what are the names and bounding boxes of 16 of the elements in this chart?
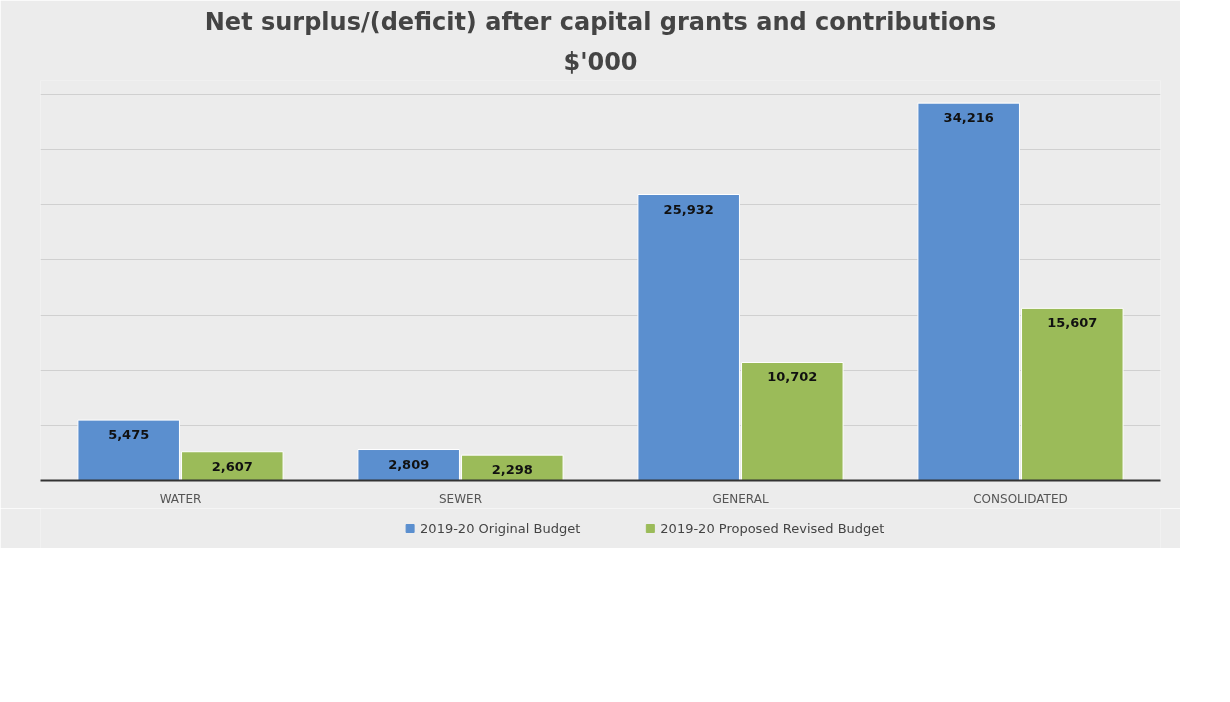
data-label: 2,809	[388, 456, 430, 472]
data-label: 34,216	[943, 110, 994, 126]
x-tick-label: WATER	[159, 491, 202, 506]
data-label: 2,607	[211, 458, 253, 474]
x-tick-label: SEWER	[439, 491, 482, 506]
x-tick-label: CONSOLIDATED	[973, 491, 1068, 506]
data-label: 2,298	[491, 462, 533, 478]
data-label: 25,932	[663, 201, 714, 217]
chart-title: Net surplus/(deficit) after capital grants and contributions	[204, 7, 997, 36]
legend-label: 2019-20 Proposed Revised Budget	[660, 521, 885, 536]
legend-label: 2019-20 Original Budget	[420, 521, 581, 536]
data-label: 15,607	[1047, 315, 1098, 331]
chart-subtitle: $'000	[563, 47, 638, 76]
data-label: 5,475	[108, 427, 150, 443]
x-tick-label: GENERAL	[712, 491, 769, 506]
data-label: 10,702	[767, 369, 818, 385]
